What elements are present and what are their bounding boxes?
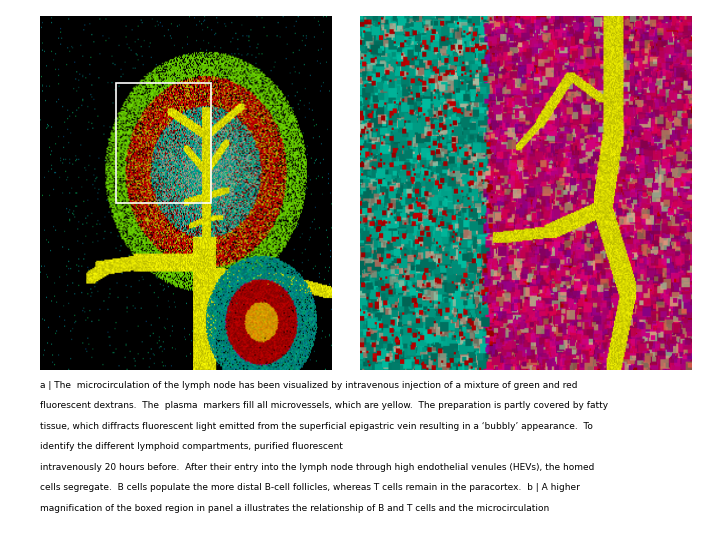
Text: magnification of the boxed region in panel a illustrates the relationship of B a: magnification of the boxed region in pan… <box>40 504 549 513</box>
Text: tissue, which diffracts fluorescent light emitted from the superficial epigastri: tissue, which diffracts fluorescent ligh… <box>40 422 593 431</box>
Text: identify the different lymphoid compartments, purified fluorescent: identify the different lymphoid compartm… <box>40 442 346 451</box>
Text: cells segregate.  B cells populate the more distal B-cell follicles, whereas T c: cells segregate. B cells populate the mo… <box>40 483 580 492</box>
Text: fluorescent dextrans.  The  plasma  markers fill all microvessels, which are yel: fluorescent dextrans. The plasma markers… <box>40 401 608 410</box>
Bar <box>115 83 211 202</box>
Text: intravenously 20 hours before.  After their entry into the lymph node through hi: intravenously 20 hours before. After the… <box>40 463 594 472</box>
Text: a | The  microcirculation of the lymph node has been visualized by intravenous i: a | The microcirculation of the lymph no… <box>40 381 577 390</box>
